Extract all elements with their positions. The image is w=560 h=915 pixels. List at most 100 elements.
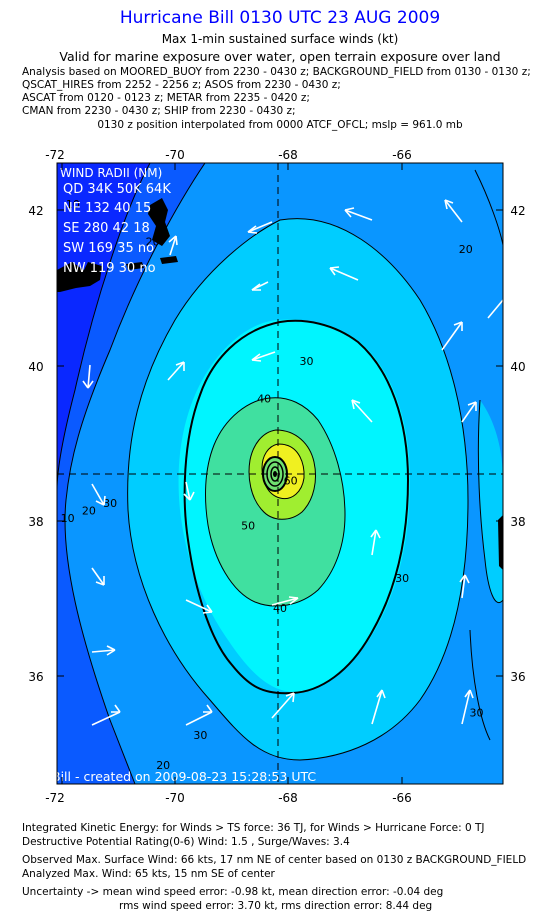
contour-line-30-east	[477, 399, 503, 603]
contour-label: 20	[459, 243, 473, 256]
axis-tick-labels: -72 -70 -68 -66 -72 -70 -68 -66 42 40 38…	[28, 148, 525, 805]
observed-max-line: Observed Max. Surface Wind: 66 kts, 17 n…	[22, 854, 527, 866]
contour-line-30-se	[469, 629, 491, 741]
wind-vectors	[82, 199, 503, 726]
plot-frame	[56, 162, 504, 785]
cape-cod-land	[57, 262, 102, 292]
contour-label: 30	[103, 497, 117, 510]
wind-arrow	[459, 574, 470, 599]
contour-line-10	[57, 163, 151, 491]
cape-cod-hook	[148, 198, 170, 246]
contour-field: 10 20 20 30 30 20 10 40 50 60 40 30 30 20 30	[52, 163, 503, 784]
wind-arrow	[371, 689, 386, 725]
nantucket-island	[160, 256, 178, 264]
ike-line: Integrated Kinetic Energy: for Winds > T…	[22, 822, 485, 834]
x-tick-label-top: -68	[278, 148, 298, 162]
marthas-vineyard-island	[126, 262, 144, 270]
creation-credit: Bill - created on 2009-08-23 15:28:53 UT…	[52, 769, 316, 784]
y-tick-label-left: 36	[28, 670, 43, 684]
uncertainty-line: Uncertainty -> mean wind speed error: -0…	[22, 886, 444, 898]
contour-label: 60	[284, 475, 298, 488]
contour-label: 30	[470, 707, 484, 720]
contour-label: 50	[241, 520, 255, 533]
x-tick-label-top: -70	[165, 148, 185, 162]
wind-arrow	[487, 299, 503, 319]
analysis-line: Analysis based on MOORED_BUOY from 2230 …	[22, 66, 531, 78]
wind-radii-header: QD 34K 50K 64K	[63, 182, 171, 197]
contour-label: 40	[273, 602, 287, 615]
position-note: 0130 z position interpolated from 0000 A…	[97, 119, 463, 131]
y-tick-label-right: 40	[510, 360, 525, 374]
chart-title: Hurricane Bill 0130 UTC 23 AUG 2009	[119, 8, 441, 28]
contour-line-60	[261, 443, 305, 500]
nova-scotia-edge	[498, 515, 503, 570]
contour-line-40	[205, 397, 346, 607]
x-tick-label-bottom: -72	[45, 791, 65, 805]
wind-arrow	[185, 599, 213, 614]
y-tick-label-left: 38	[28, 515, 43, 529]
rms-error-line: rms wind speed error: 3.70 kt, rms direc…	[119, 900, 433, 912]
wind-arrow	[444, 199, 463, 223]
contour-label: 20	[82, 505, 96, 518]
analysis-line: ASCAT from 0120 - 0123 z; METAR from 223…	[22, 92, 310, 104]
wind-arrow	[461, 689, 474, 725]
y-tick-label-right: 36	[510, 670, 525, 684]
wind-arrow	[344, 207, 373, 221]
contour-label: 30	[300, 355, 314, 368]
wind-arrow	[91, 704, 121, 726]
wind-radii-box: WIND RADII (NM) QD 34K 50K 64K NE 132 40…	[60, 166, 171, 276]
y-tick-label-right: 42	[510, 204, 525, 218]
y-tick-label-left: 40	[28, 360, 43, 374]
contour-label: 10	[66, 198, 80, 211]
wind-radii-row: NE 132 40 15	[63, 201, 151, 216]
wind-arrow	[441, 321, 463, 351]
wind-arrow	[168, 235, 178, 256]
wind-arrow	[82, 364, 94, 389]
wind-arrow	[91, 483, 106, 506]
contour-label: 40	[257, 392, 271, 405]
wind-arrow	[251, 351, 276, 362]
wind-arrow	[167, 361, 185, 381]
analyzed-max-line: Analyzed Max. Wind: 65 kts, 15 nm SE of …	[22, 868, 275, 880]
wind-arrow	[351, 399, 373, 423]
wind-arrow	[185, 704, 213, 726]
analysis-line: QSCAT_HIRES from 2252 - 2256 z; ASOS fro…	[22, 79, 341, 91]
contour-labels: 10 20 20 30 30 20 10 40 50 60 40 30 30 20 30	[61, 198, 484, 772]
wind-arrow	[247, 221, 273, 234]
wind-arrow	[91, 645, 116, 656]
validity-note: Valid for marine exposure over water, op…	[59, 49, 501, 64]
wind-radii-row: SW 169 35 no	[63, 241, 154, 256]
dpr-line: Destructive Potential Rating(0-6) Wind: …	[22, 836, 350, 848]
contour-line-30	[127, 218, 469, 761]
wind-arrow	[251, 281, 269, 291]
analysis-line: CMAN from 2230 - 0430 z; SHIP from 2230 …	[22, 105, 296, 117]
wind-arrow	[271, 596, 299, 606]
x-tick-label-bottom: -68	[278, 791, 298, 805]
wind-arrow	[329, 266, 359, 281]
wind-arrow	[183, 481, 195, 501]
contour-label: 20	[146, 235, 160, 248]
center-crosshair	[57, 163, 503, 784]
contour-label: 30	[193, 729, 207, 742]
y-tick-label-left: 42	[28, 204, 43, 218]
x-tick-label-top: -66	[392, 148, 412, 162]
wind-radii-title: WIND RADII (NM)	[60, 166, 162, 180]
x-tick-label-top: -72	[45, 148, 65, 162]
wind-radii-row: SE 280 42 18	[63, 221, 150, 236]
axis-ticks	[57, 163, 503, 784]
contour-label: 20	[156, 759, 170, 772]
wind-radii-row: NW 119 30 no	[63, 261, 156, 276]
wind-arrow	[91, 567, 105, 586]
wind-arrow	[461, 401, 477, 423]
x-tick-label-bottom: -70	[165, 791, 185, 805]
wind-arrow	[271, 692, 295, 719]
coastline	[57, 198, 503, 570]
contour-line-20-east	[474, 169, 503, 246]
contour-label: 30	[395, 572, 409, 585]
x-tick-label-bottom: -66	[392, 791, 412, 805]
contour-line-50	[248, 429, 316, 520]
chart-subtitle: Max 1-min sustained surface winds (kt)	[161, 32, 399, 46]
y-tick-label-right: 38	[510, 515, 525, 529]
contour-label: 10	[61, 512, 75, 525]
